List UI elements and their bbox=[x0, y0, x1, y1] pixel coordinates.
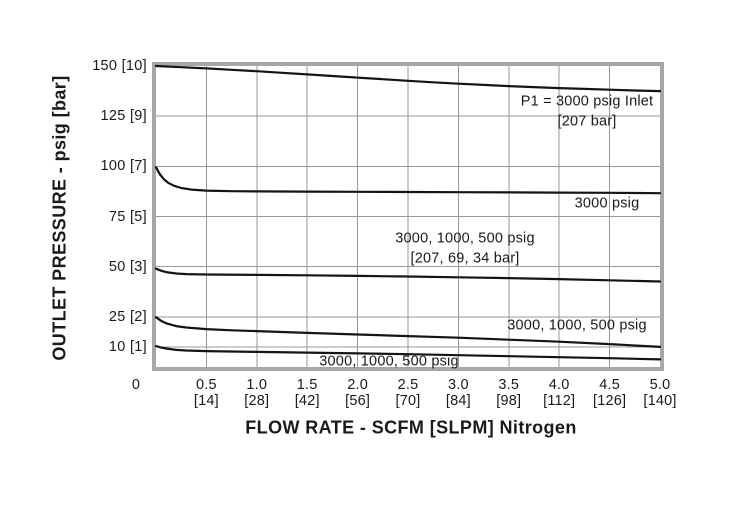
x-tick-label: 2.5 [70] bbox=[395, 377, 421, 409]
curve-line bbox=[154, 166, 662, 195]
curve-annotation: 3000 psig bbox=[574, 195, 640, 212]
x-tick-label: 0.5 [14] bbox=[193, 377, 219, 409]
curve-annotation: 3000, 1000, 500 psig bbox=[507, 317, 647, 334]
x-tick-label: 1.5 [42] bbox=[294, 377, 320, 409]
plot-border bbox=[152, 62, 664, 371]
y-tick-label: 150 [10] bbox=[92, 58, 147, 74]
y-tick-label: 10 [1] bbox=[108, 338, 147, 355]
y-axis-title: OUTLET PRESSURE - psig [bar] bbox=[49, 75, 70, 361]
x-tick-label: 2.0 [56] bbox=[345, 377, 371, 409]
x-tick-label: 4.0 [112] bbox=[543, 377, 576, 409]
curve-annotation: 3000, 1000, 500 psig [207, 69, 34 bar] bbox=[395, 230, 535, 267]
curve-line bbox=[154, 345, 662, 361]
curve-line bbox=[154, 316, 662, 348]
y-tick-label: 75 [5] bbox=[108, 208, 147, 225]
curve-annotation: P1 = 3000 psig Inlet [207 bar] bbox=[520, 93, 654, 130]
curve-annotation: 3000, 1000, 500 psig bbox=[319, 353, 459, 370]
y-tick-label: 100 [7] bbox=[100, 158, 147, 175]
x-tick-label: 5.0 [140] bbox=[643, 377, 677, 409]
x-tick-label: 1.0 [28] bbox=[244, 377, 270, 409]
x-tick-label: 4.5 [126] bbox=[592, 377, 627, 409]
y-tick-label: 50 [3] bbox=[108, 258, 147, 275]
x-tick-label: 3.5 [98] bbox=[496, 377, 522, 409]
y-tick-label: 25 [2] bbox=[108, 308, 147, 325]
x-axis-title: FLOW RATE - SCFM [SLPM] Nitrogen bbox=[245, 417, 577, 438]
curve-line bbox=[154, 64, 662, 93]
y-tick-label: 125 [9] bbox=[100, 108, 147, 125]
x-tick-label: 3.0 [84] bbox=[445, 377, 471, 409]
x-tick-label: 0 bbox=[131, 377, 141, 393]
curve-line bbox=[154, 267, 662, 283]
